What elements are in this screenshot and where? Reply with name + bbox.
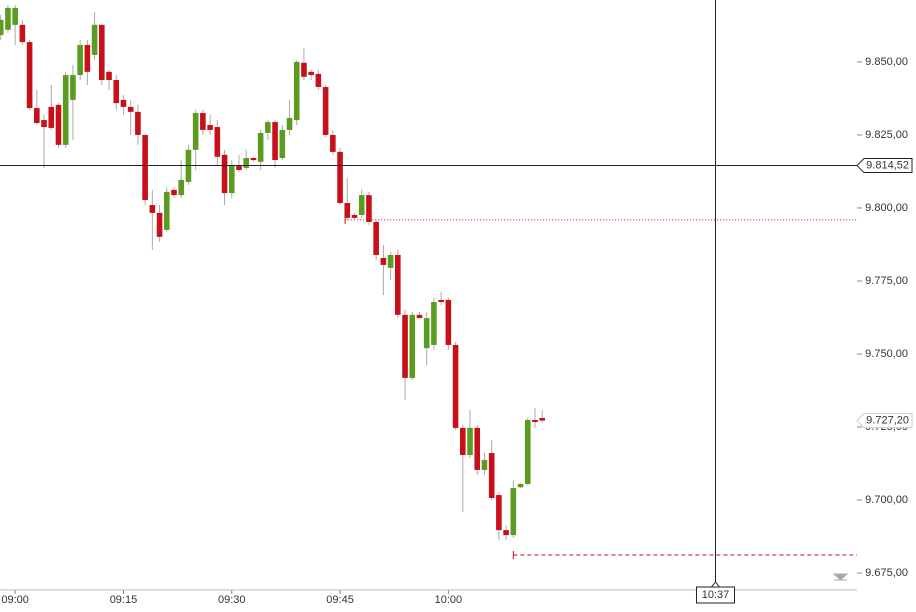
candle-body xyxy=(293,61,300,121)
y-tick-label: 9.775,00 xyxy=(865,275,908,287)
candle-body xyxy=(221,154,228,194)
candle-body xyxy=(474,427,481,470)
candle-body xyxy=(106,71,112,81)
candle-body xyxy=(431,302,437,345)
candle-body xyxy=(200,113,206,130)
crosshair-x-label: 10:37 xyxy=(702,589,730,601)
candle-body xyxy=(488,453,495,498)
candle-body xyxy=(19,24,26,43)
candle-body xyxy=(156,212,163,237)
candle-body xyxy=(409,314,416,378)
x-tick-label: 09:30 xyxy=(218,594,246,606)
candle-body xyxy=(228,165,235,194)
candle-body xyxy=(308,71,314,76)
x-tick-label: 09:00 xyxy=(1,594,29,606)
candle-body xyxy=(236,165,242,170)
crosshair-y-box xyxy=(856,158,913,174)
candle-body xyxy=(510,488,517,536)
candle-body xyxy=(171,189,177,196)
candle-body xyxy=(503,530,509,536)
candle-body xyxy=(41,120,47,128)
candle-body xyxy=(423,318,430,349)
candle-body xyxy=(322,87,329,135)
candle-body xyxy=(127,106,134,112)
crosshair-x-box xyxy=(695,581,735,604)
candle-body xyxy=(207,125,213,130)
candle-body xyxy=(243,158,249,168)
candle-body xyxy=(452,344,459,428)
crosshair-y-label: 9.814,52 xyxy=(866,159,909,171)
x-tick-label: 10:00 xyxy=(435,594,463,606)
candle-body xyxy=(286,118,293,130)
last-price-label: 9.727,20 xyxy=(866,415,909,427)
candle-body xyxy=(99,24,105,81)
candle-body xyxy=(524,420,531,484)
candle-body xyxy=(26,42,33,109)
candle-body xyxy=(395,254,401,315)
candle-body xyxy=(373,221,379,255)
candle-body xyxy=(358,195,365,215)
candle-body xyxy=(539,417,546,421)
x-tick-label: 09:15 xyxy=(110,594,138,606)
candle-body xyxy=(496,495,502,531)
candle-body xyxy=(481,460,488,470)
candle-body xyxy=(142,134,148,201)
candle-body xyxy=(416,314,423,319)
candle-body xyxy=(344,202,351,218)
y-tick-label: 9.800,00 xyxy=(865,202,908,214)
candle-body xyxy=(91,24,98,55)
y-tick-label: 9.700,00 xyxy=(865,494,908,506)
candle-body xyxy=(517,483,524,488)
candle-body xyxy=(279,129,286,159)
candle-body xyxy=(12,7,18,25)
candle-body xyxy=(380,257,387,265)
candle-body xyxy=(5,7,11,30)
candle-body xyxy=(55,104,62,145)
last-price-box xyxy=(856,413,913,429)
candle-body xyxy=(135,111,141,135)
candle-body xyxy=(62,75,69,145)
candle-body xyxy=(265,122,271,133)
candle-body xyxy=(84,44,91,72)
candle-body xyxy=(70,75,76,100)
candle-body xyxy=(163,191,170,230)
candle-body xyxy=(192,113,199,150)
candle-body xyxy=(178,179,185,196)
candle-body xyxy=(120,99,127,107)
scroll-icon[interactable] xyxy=(832,573,849,581)
y-tick-label: 9.850,00 xyxy=(865,56,908,68)
candle-body xyxy=(387,254,394,268)
candle-body xyxy=(301,62,307,77)
candle-body xyxy=(467,427,473,456)
candle-body xyxy=(366,195,372,222)
candle-body xyxy=(330,134,336,152)
candle-body xyxy=(402,314,408,378)
candle-body xyxy=(337,151,343,203)
x-tick-label: 09:45 xyxy=(326,594,354,606)
candle-body xyxy=(48,106,55,128)
candle-body xyxy=(315,73,322,88)
y-tick-label: 9.750,00 xyxy=(865,348,908,360)
candle-body xyxy=(438,299,444,303)
candle-body xyxy=(459,427,466,456)
candle-body xyxy=(257,132,264,162)
candle-body xyxy=(113,80,120,104)
candle-body xyxy=(214,127,221,157)
candle-body xyxy=(149,205,156,213)
candle-body xyxy=(250,158,257,161)
candle-body xyxy=(532,420,538,423)
candle-body xyxy=(272,122,278,161)
candle-body xyxy=(445,299,452,345)
candle-body xyxy=(0,19,4,36)
y-tick-label: 9.825,00 xyxy=(865,129,908,141)
y-tick-label: 9.675,00 xyxy=(865,567,908,579)
candle-body xyxy=(34,108,40,123)
candle-body xyxy=(77,44,83,76)
candle-body xyxy=(351,214,358,218)
